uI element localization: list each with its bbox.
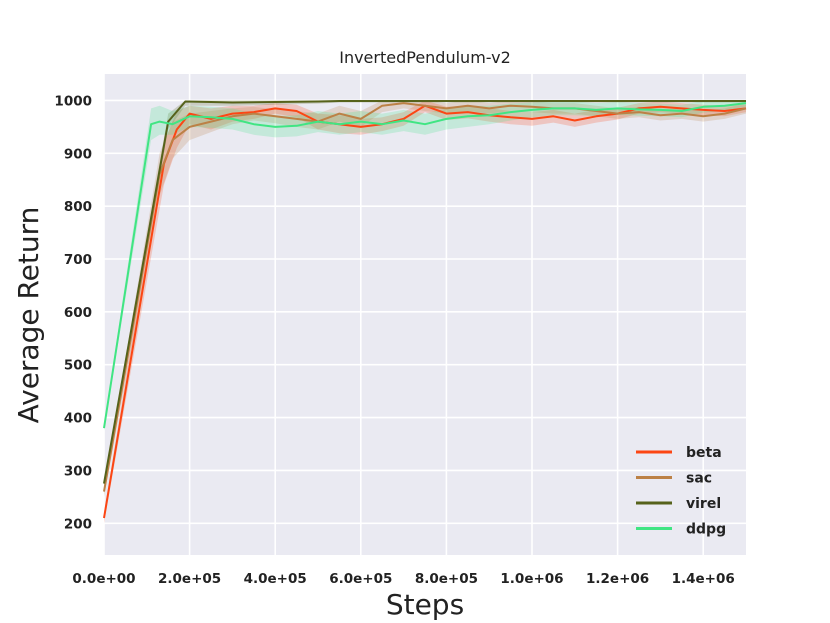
x-tick-label: 1.0e+06 bbox=[500, 571, 563, 587]
legend: beta sac virel ddpg bbox=[636, 445, 726, 538]
series-line-beta bbox=[103, 104, 747, 519]
legend-label-virel: virel bbox=[686, 496, 721, 512]
x-tick-label: 0.0e+00 bbox=[72, 571, 135, 587]
y-tick-label: 600 bbox=[64, 305, 92, 321]
y-tick-label: 400 bbox=[64, 411, 92, 427]
series-band-ddpg bbox=[104, 100, 746, 431]
x-tick-label: 4.0e+05 bbox=[244, 571, 307, 587]
series-band-beta bbox=[104, 100, 746, 524]
line-layer bbox=[103, 100, 747, 519]
y-tick-label: 900 bbox=[64, 146, 92, 162]
legend-label-ddpg: ddpg bbox=[686, 522, 726, 538]
y-tick-label: 800 bbox=[64, 199, 92, 215]
y-tick-label: 700 bbox=[64, 252, 92, 268]
x-tick-label: 1.2e+06 bbox=[586, 571, 649, 587]
x-tick-label: 2.0e+05 bbox=[158, 571, 221, 587]
x-axis-title: Steps bbox=[386, 588, 464, 621]
chart-title: InvertedPendulum-v2 bbox=[339, 48, 511, 67]
series-line-virel bbox=[103, 100, 746, 484]
series-line-sac bbox=[103, 102, 747, 492]
band-layer bbox=[104, 100, 746, 524]
x-tick-label: 6.0e+05 bbox=[329, 571, 392, 587]
series-band-sac bbox=[104, 100, 746, 497]
y-axis-title: Average Return bbox=[12, 207, 45, 424]
plot-background bbox=[104, 74, 746, 555]
legend-label-sac: sac bbox=[686, 471, 712, 487]
legend-label-beta: beta bbox=[686, 445, 722, 461]
y-tick-label: 500 bbox=[64, 358, 92, 374]
y-tick-label: 300 bbox=[64, 463, 92, 479]
y-tick-label: 200 bbox=[64, 516, 92, 532]
x-tick-label: 8.0e+05 bbox=[415, 571, 478, 587]
tick-layer: 0.0e+00 2.0e+05 4.0e+05 6.0e+05 8.0e+05 1.0e+… bbox=[54, 93, 734, 587]
x-tick-label: 1.4e+06 bbox=[672, 571, 735, 587]
y-tick-label: 1000 bbox=[54, 93, 92, 109]
series-line-ddpg bbox=[103, 102, 747, 429]
